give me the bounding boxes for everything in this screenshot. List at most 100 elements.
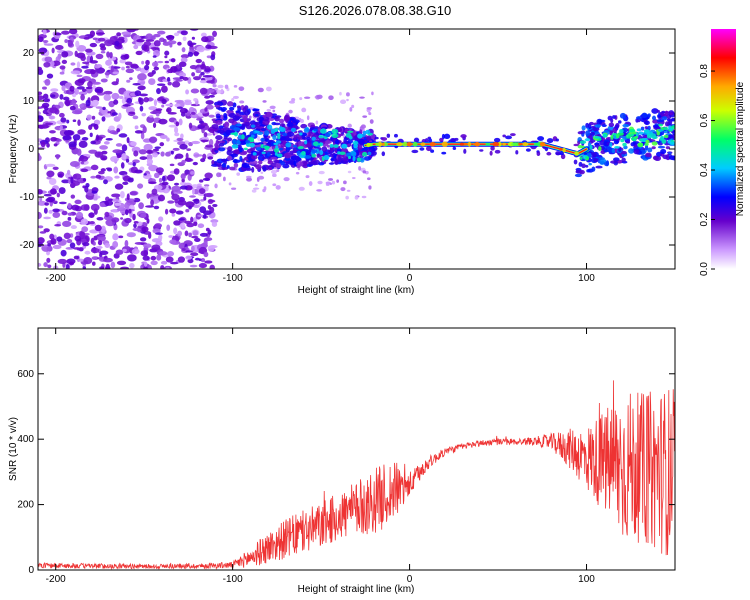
spectral-blob bbox=[658, 129, 663, 132]
spectral-blob bbox=[195, 58, 203, 64]
spectral-blob bbox=[420, 142, 426, 147]
spectral-blob bbox=[186, 148, 192, 152]
spectral-blob bbox=[369, 119, 374, 124]
spectral-blob bbox=[191, 36, 195, 40]
spectral-blob bbox=[628, 148, 635, 154]
spectral-blob bbox=[202, 177, 210, 181]
spectral-blob bbox=[238, 140, 247, 146]
spectral-blob bbox=[164, 60, 170, 64]
spectral-blob bbox=[82, 61, 90, 65]
spectral-blob bbox=[161, 175, 166, 182]
spectral-blob bbox=[208, 199, 216, 203]
spectral-blob bbox=[310, 149, 318, 154]
spectral-blob bbox=[150, 199, 154, 206]
spectral-blob bbox=[70, 176, 74, 184]
spectral-blob bbox=[148, 164, 159, 172]
spectral-blob bbox=[64, 82, 71, 88]
spectral-blob bbox=[285, 142, 292, 148]
spectrogram-xtick-label: 0 bbox=[407, 273, 413, 284]
spectral-blob bbox=[592, 153, 597, 158]
spectral-blob bbox=[160, 85, 168, 93]
spectral-blob bbox=[118, 235, 124, 239]
spectral-blob bbox=[258, 116, 265, 122]
spectral-blob bbox=[331, 128, 339, 134]
spectral-blob bbox=[304, 140, 308, 145]
spectral-blob bbox=[367, 135, 372, 141]
spectral-blob bbox=[143, 243, 152, 249]
spectral-blob bbox=[68, 141, 77, 148]
spectral-blob bbox=[173, 227, 178, 235]
spectral-blob bbox=[199, 179, 204, 183]
spectral-blob bbox=[273, 147, 280, 153]
spectral-blob bbox=[94, 64, 101, 69]
spectral-blob bbox=[651, 141, 658, 146]
spectral-blob bbox=[202, 210, 212, 215]
spectral-blob bbox=[257, 87, 264, 93]
spectral-blob bbox=[669, 141, 675, 146]
spectral-blob bbox=[101, 116, 106, 122]
spectral-blob bbox=[104, 211, 110, 218]
spectral-blob bbox=[137, 183, 144, 189]
spectral-blob bbox=[145, 59, 150, 66]
spectral-blob bbox=[268, 166, 273, 171]
spectral-blob bbox=[214, 183, 218, 189]
spectral-blob bbox=[61, 59, 68, 65]
spectral-blob bbox=[38, 237, 45, 244]
spectral-blob bbox=[65, 264, 70, 269]
spectral-blob bbox=[69, 161, 80, 167]
spectral-blob bbox=[38, 91, 43, 96]
spectral-blob bbox=[396, 142, 403, 147]
spectral-blob bbox=[43, 193, 52, 197]
spectral-blob bbox=[118, 112, 122, 120]
spectral-blob bbox=[301, 107, 307, 113]
spectral-blob bbox=[615, 133, 620, 139]
spectral-blob bbox=[576, 169, 580, 173]
spectral-blob bbox=[118, 133, 128, 138]
spectral-blob bbox=[42, 98, 50, 103]
spectral-blob bbox=[200, 32, 207, 37]
spectral-blob bbox=[316, 94, 323, 99]
spectral-blob bbox=[200, 71, 205, 76]
spectral-blob bbox=[89, 221, 95, 225]
spectral-blob bbox=[460, 134, 467, 139]
spectral-blob bbox=[99, 43, 106, 48]
spectral-blob bbox=[231, 187, 237, 190]
spectral-blob bbox=[167, 200, 175, 204]
spectral-blob bbox=[233, 127, 241, 132]
spectral-blob bbox=[106, 51, 111, 58]
spectral-blob bbox=[120, 54, 129, 60]
spectral-blob bbox=[70, 70, 81, 75]
spectral-blob bbox=[174, 182, 180, 186]
spectral-blob bbox=[56, 154, 60, 160]
spectral-blob bbox=[103, 114, 112, 118]
spectral-blob bbox=[179, 185, 188, 190]
spectral-blob bbox=[104, 242, 111, 248]
spectral-blob bbox=[193, 204, 200, 208]
spectral-blob bbox=[357, 133, 363, 139]
spectral-blob bbox=[251, 166, 255, 173]
spectral-blob bbox=[48, 209, 53, 214]
spectral-blob bbox=[100, 168, 106, 172]
spectral-blob bbox=[337, 127, 343, 133]
spectral-blob bbox=[140, 213, 147, 219]
spectral-blob bbox=[166, 76, 171, 82]
spectral-blob bbox=[93, 235, 98, 241]
spectral-blob bbox=[121, 144, 128, 152]
figure-title: S126.2026.078.08.38.G10 bbox=[298, 3, 452, 18]
spectral-blob bbox=[595, 165, 603, 169]
spectral-blob bbox=[611, 148, 616, 154]
spectral-blob bbox=[79, 155, 89, 162]
spectral-blob bbox=[154, 223, 163, 229]
spectral-blob bbox=[104, 200, 114, 206]
spectral-blob bbox=[227, 155, 233, 161]
spectral-blob bbox=[95, 106, 103, 109]
spectral-blob bbox=[244, 121, 251, 127]
spectral-blob bbox=[252, 152, 257, 156]
spectral-blob bbox=[578, 169, 585, 175]
spectral-blob bbox=[255, 113, 259, 117]
spectral-blob bbox=[125, 68, 135, 74]
spectral-blob bbox=[200, 139, 209, 143]
spectral-blob bbox=[134, 125, 139, 130]
spectral-blob bbox=[38, 66, 43, 71]
spectral-blob bbox=[150, 47, 160, 50]
